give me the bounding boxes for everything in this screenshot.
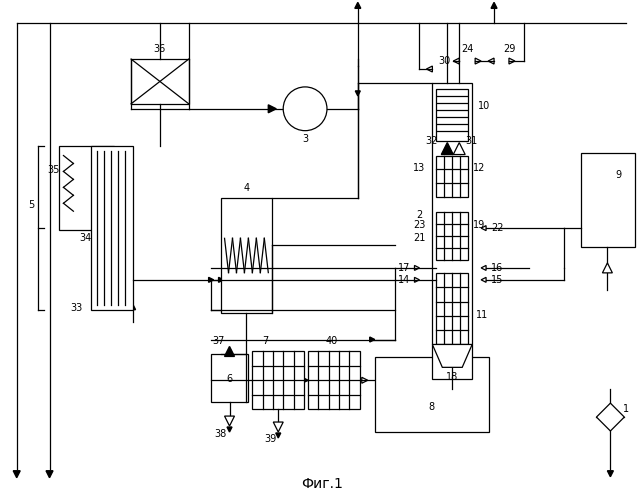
- Text: 15: 15: [491, 275, 503, 285]
- Text: 2: 2: [416, 210, 422, 220]
- Polygon shape: [225, 346, 234, 356]
- Polygon shape: [273, 422, 283, 432]
- Text: 34: 34: [79, 233, 91, 243]
- Text: 4: 4: [243, 184, 249, 194]
- Polygon shape: [453, 58, 459, 64]
- Bar: [252, 352, 304, 409]
- Text: 37: 37: [213, 336, 225, 346]
- Polygon shape: [303, 378, 308, 383]
- Text: 14: 14: [399, 275, 411, 285]
- Bar: [437, 212, 468, 260]
- Bar: [432, 83, 472, 380]
- Text: 16: 16: [491, 263, 503, 273]
- Polygon shape: [602, 263, 612, 273]
- Text: 3: 3: [302, 134, 308, 143]
- Polygon shape: [46, 471, 53, 478]
- Polygon shape: [355, 91, 360, 96]
- Bar: [437, 273, 468, 344]
- Bar: [220, 198, 272, 312]
- Polygon shape: [269, 105, 276, 113]
- Text: 33: 33: [70, 302, 82, 312]
- Text: Фиг.1: Фиг.1: [301, 476, 343, 490]
- Text: 13: 13: [413, 164, 426, 173]
- Polygon shape: [370, 337, 375, 342]
- Text: 12: 12: [473, 164, 486, 173]
- Text: 9: 9: [615, 170, 621, 180]
- Polygon shape: [481, 278, 486, 282]
- Text: 7: 7: [262, 336, 269, 346]
- Polygon shape: [415, 266, 419, 270]
- Circle shape: [283, 87, 327, 130]
- Text: 30: 30: [438, 56, 450, 66]
- Polygon shape: [488, 58, 494, 64]
- Polygon shape: [131, 304, 135, 310]
- Text: 35: 35: [47, 166, 59, 175]
- Polygon shape: [415, 278, 419, 282]
- Polygon shape: [491, 2, 497, 8]
- Text: 39: 39: [264, 434, 276, 444]
- Text: 31: 31: [465, 136, 477, 145]
- Polygon shape: [607, 471, 613, 476]
- Polygon shape: [14, 471, 20, 478]
- Polygon shape: [432, 344, 472, 368]
- Polygon shape: [450, 391, 455, 396]
- Bar: [308, 352, 360, 409]
- Text: 36: 36: [154, 44, 166, 54]
- Polygon shape: [481, 226, 486, 230]
- Text: 11: 11: [476, 310, 488, 320]
- Text: 18: 18: [446, 372, 459, 382]
- Polygon shape: [225, 416, 234, 426]
- Polygon shape: [509, 58, 515, 64]
- Text: 17: 17: [399, 263, 411, 273]
- Polygon shape: [481, 266, 486, 270]
- Polygon shape: [426, 66, 432, 72]
- Bar: [91, 146, 133, 310]
- Bar: [580, 152, 635, 247]
- Polygon shape: [355, 2, 361, 8]
- Text: 40: 40: [326, 336, 338, 346]
- Polygon shape: [441, 142, 453, 154]
- Bar: [437, 89, 468, 141]
- Polygon shape: [475, 58, 481, 64]
- Text: 21: 21: [413, 233, 426, 243]
- Text: 24: 24: [461, 44, 473, 54]
- Polygon shape: [209, 278, 214, 282]
- Bar: [59, 146, 114, 230]
- Polygon shape: [453, 142, 465, 154]
- Text: 38: 38: [214, 429, 227, 439]
- Text: 1: 1: [623, 404, 629, 414]
- Polygon shape: [596, 403, 624, 431]
- Text: 10: 10: [478, 101, 490, 111]
- Polygon shape: [227, 427, 232, 432]
- Text: 32: 32: [425, 136, 437, 145]
- Bar: [375, 358, 489, 432]
- Text: 5: 5: [28, 200, 35, 210]
- Polygon shape: [362, 378, 368, 384]
- Text: 23: 23: [413, 220, 426, 230]
- Text: 8: 8: [428, 402, 435, 412]
- Bar: [131, 59, 189, 104]
- Polygon shape: [276, 433, 281, 438]
- Polygon shape: [218, 278, 223, 282]
- Text: 6: 6: [227, 374, 232, 384]
- Text: 19: 19: [473, 220, 485, 230]
- Bar: [437, 156, 468, 198]
- Text: 22: 22: [491, 223, 503, 233]
- Bar: [211, 354, 249, 402]
- Text: 29: 29: [503, 44, 515, 54]
